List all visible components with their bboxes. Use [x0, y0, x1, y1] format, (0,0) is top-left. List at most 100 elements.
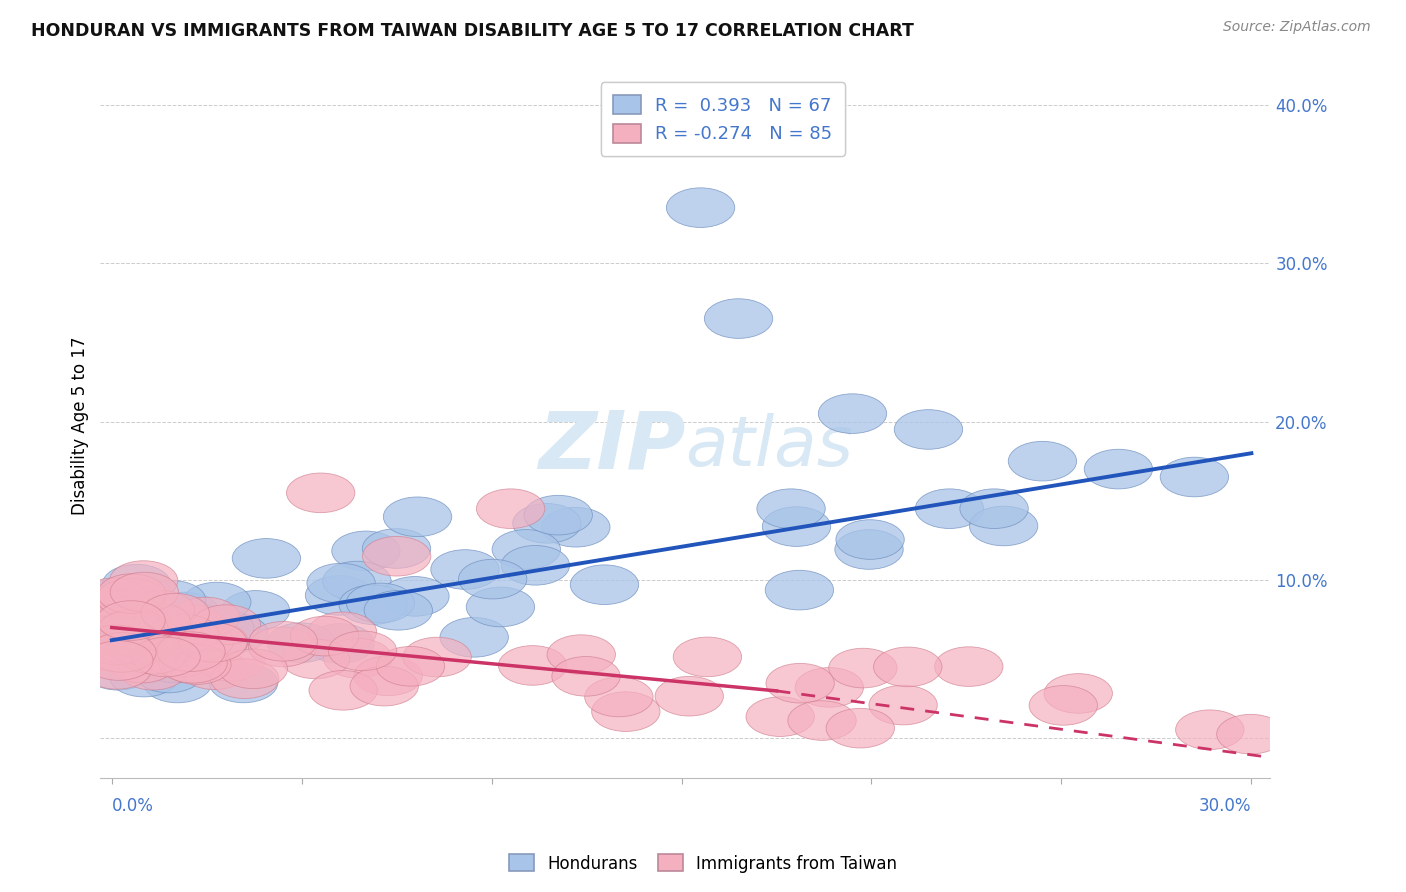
Text: 0.0%: 0.0% — [111, 797, 153, 815]
Ellipse shape — [179, 623, 247, 662]
Ellipse shape — [100, 628, 169, 667]
Ellipse shape — [122, 621, 190, 660]
Ellipse shape — [350, 666, 419, 706]
Ellipse shape — [249, 622, 318, 661]
Ellipse shape — [142, 643, 209, 683]
Ellipse shape — [193, 605, 260, 644]
Ellipse shape — [499, 646, 567, 685]
Ellipse shape — [180, 650, 249, 690]
Ellipse shape — [143, 614, 212, 654]
Ellipse shape — [82, 587, 150, 627]
Ellipse shape — [97, 578, 166, 618]
Ellipse shape — [84, 640, 153, 681]
Ellipse shape — [80, 578, 148, 617]
Ellipse shape — [104, 612, 173, 651]
Ellipse shape — [91, 593, 159, 632]
Ellipse shape — [673, 637, 741, 677]
Ellipse shape — [787, 701, 856, 740]
Y-axis label: Disability Age 5 to 17: Disability Age 5 to 17 — [72, 336, 89, 515]
Text: ZIP: ZIP — [538, 408, 685, 485]
Ellipse shape — [492, 530, 561, 569]
Ellipse shape — [541, 508, 610, 547]
Ellipse shape — [165, 622, 233, 661]
Ellipse shape — [477, 489, 544, 528]
Ellipse shape — [704, 299, 773, 338]
Ellipse shape — [592, 692, 659, 731]
Ellipse shape — [381, 576, 449, 616]
Ellipse shape — [138, 581, 205, 620]
Ellipse shape — [249, 627, 316, 666]
Ellipse shape — [1029, 686, 1098, 725]
Ellipse shape — [1008, 442, 1077, 481]
Ellipse shape — [307, 564, 375, 603]
Ellipse shape — [765, 570, 834, 610]
Ellipse shape — [339, 585, 408, 624]
Ellipse shape — [291, 616, 359, 656]
Ellipse shape — [135, 653, 202, 693]
Ellipse shape — [323, 639, 392, 678]
Ellipse shape — [655, 676, 724, 716]
Ellipse shape — [86, 615, 153, 656]
Ellipse shape — [148, 613, 217, 653]
Ellipse shape — [143, 663, 212, 703]
Ellipse shape — [513, 504, 581, 543]
Ellipse shape — [101, 604, 170, 643]
Ellipse shape — [127, 591, 194, 630]
Ellipse shape — [828, 648, 897, 688]
Ellipse shape — [837, 520, 904, 559]
Ellipse shape — [384, 497, 451, 537]
Ellipse shape — [547, 635, 616, 674]
Ellipse shape — [323, 561, 391, 601]
Ellipse shape — [935, 647, 1002, 687]
Ellipse shape — [458, 559, 527, 599]
Ellipse shape — [156, 605, 224, 644]
Ellipse shape — [308, 612, 377, 652]
Ellipse shape — [122, 603, 191, 642]
Ellipse shape — [80, 632, 149, 672]
Ellipse shape — [132, 617, 201, 657]
Ellipse shape — [585, 677, 652, 717]
Ellipse shape — [110, 573, 179, 612]
Ellipse shape — [818, 394, 887, 434]
Ellipse shape — [139, 632, 208, 672]
Ellipse shape — [103, 565, 170, 604]
Text: atlas: atlas — [685, 413, 853, 480]
Ellipse shape — [124, 627, 191, 666]
Ellipse shape — [666, 188, 735, 227]
Ellipse shape — [121, 624, 190, 665]
Ellipse shape — [915, 489, 984, 528]
Ellipse shape — [553, 657, 620, 696]
Ellipse shape — [1160, 458, 1229, 497]
Ellipse shape — [83, 625, 150, 665]
Ellipse shape — [150, 592, 219, 632]
Ellipse shape — [1045, 673, 1112, 714]
Legend: R =  0.393   N = 67, R = -0.274   N = 85: R = 0.393 N = 67, R = -0.274 N = 85 — [600, 82, 845, 156]
Ellipse shape — [287, 473, 354, 513]
Ellipse shape — [153, 616, 222, 657]
Ellipse shape — [98, 596, 166, 635]
Ellipse shape — [305, 575, 374, 615]
Ellipse shape — [84, 578, 153, 617]
Ellipse shape — [107, 626, 176, 665]
Ellipse shape — [132, 637, 200, 677]
Ellipse shape — [141, 593, 209, 633]
Text: HONDURAN VS IMMIGRANTS FROM TAIWAN DISABILITY AGE 5 TO 17 CORRELATION CHART: HONDURAN VS IMMIGRANTS FROM TAIWAN DISAB… — [31, 22, 914, 40]
Ellipse shape — [183, 582, 250, 622]
Ellipse shape — [219, 649, 287, 689]
Ellipse shape — [80, 605, 148, 644]
Ellipse shape — [440, 617, 509, 657]
Ellipse shape — [142, 610, 209, 650]
Ellipse shape — [148, 617, 217, 657]
Ellipse shape — [110, 657, 179, 697]
Ellipse shape — [354, 656, 422, 696]
Ellipse shape — [827, 708, 894, 748]
Ellipse shape — [756, 489, 825, 528]
Ellipse shape — [363, 536, 430, 576]
Ellipse shape — [796, 667, 863, 707]
Ellipse shape — [80, 616, 148, 656]
Ellipse shape — [82, 630, 149, 669]
Ellipse shape — [80, 591, 148, 631]
Ellipse shape — [307, 624, 374, 664]
Ellipse shape — [163, 645, 231, 684]
Ellipse shape — [346, 583, 415, 623]
